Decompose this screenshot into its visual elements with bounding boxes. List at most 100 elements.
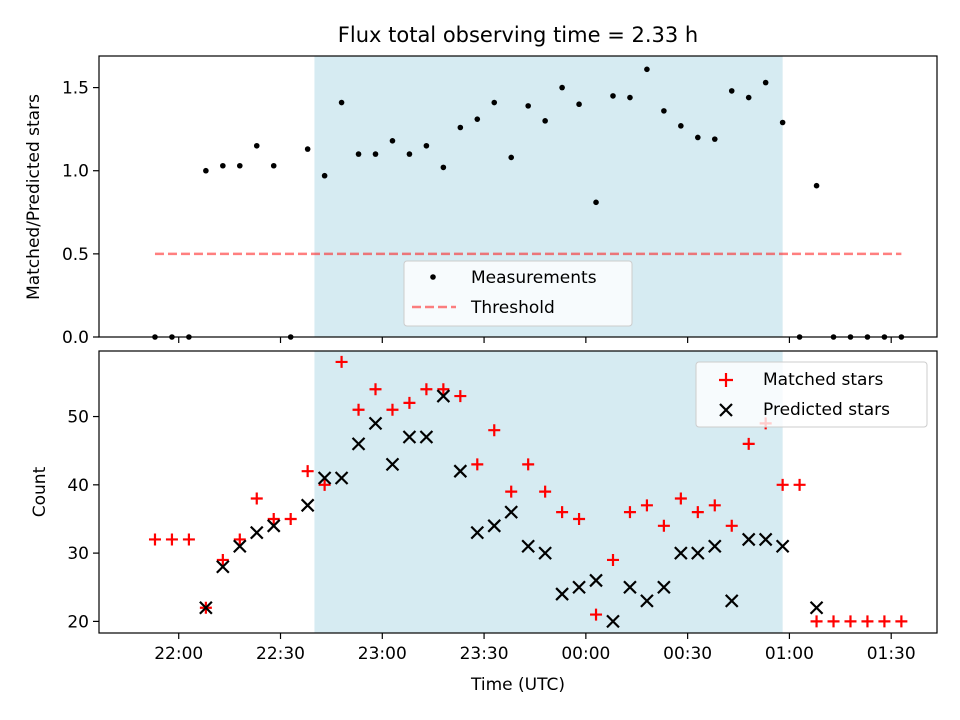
matched-star-point	[250, 492, 263, 505]
predicted-star-point	[368, 416, 383, 431]
measurement-point	[423, 142, 430, 149]
matched-star-point	[556, 506, 569, 519]
matched-star-point	[674, 492, 687, 505]
matched-star-point	[301, 465, 314, 478]
matched-star-point	[861, 615, 874, 628]
matched-star-point	[386, 403, 399, 416]
matched-star-point	[335, 355, 348, 368]
top-ytick-label: 1.0	[62, 162, 89, 182]
predicted-star-point	[657, 580, 671, 595]
matched-star-point	[708, 499, 721, 512]
measurement-point	[355, 151, 362, 157]
predicted-star-point	[674, 546, 688, 560]
matched-star-point	[284, 512, 297, 525]
bottom-legend: Matched stars Predicted stars	[695, 361, 928, 428]
top-legend-box	[403, 260, 633, 327]
predicted-star-point	[724, 594, 739, 608]
measurement-point	[813, 182, 820, 189]
matched-star-point	[590, 608, 603, 621]
measurement-point	[542, 118, 548, 124]
matched-star-point	[488, 424, 501, 437]
measurement-point	[304, 146, 311, 152]
bottom-panel: 20 30 40 50 22:00 22:30 23:00 23:30 00:00 00:30 0…	[30, 350, 938, 695]
measurement-point	[389, 137, 396, 144]
measurement-point	[762, 79, 769, 86]
matched-star-point	[454, 390, 467, 403]
matched-star-point	[810, 615, 823, 628]
bottom-legend-box	[695, 361, 928, 428]
measurement-point	[440, 164, 447, 171]
measurement-point	[220, 162, 226, 169]
predicted-star-point	[249, 525, 264, 540]
legend-threshold-label: Threshold	[470, 298, 555, 318]
measurement-point	[576, 101, 582, 108]
measurement-point	[593, 199, 599, 206]
matched-star-point	[318, 478, 331, 491]
measurement-point	[338, 99, 345, 106]
matched-star-point	[369, 383, 382, 396]
xtick-label: 23:00	[358, 644, 407, 664]
legend-predicted-marker	[719, 403, 733, 417]
matched-star-point	[895, 615, 908, 628]
predicted-star-point	[521, 539, 535, 554]
measurement-point	[695, 134, 701, 141]
measurement-point	[372, 151, 379, 157]
predicted-star-point	[504, 505, 518, 519]
measurement-point	[610, 93, 616, 99]
measurement-point	[728, 88, 735, 94]
predicted-star-point	[623, 580, 637, 595]
matched-star-point	[165, 533, 178, 546]
measurement-point	[508, 154, 515, 161]
xtick-label: 23:30	[460, 644, 509, 664]
top-y-axis-label: Matched/Predicted stars	[24, 94, 44, 300]
matched-star-point	[148, 533, 161, 546]
matched-star-point	[403, 396, 416, 409]
matched-star-point	[793, 478, 806, 491]
x-axis-label: Time (UTC)	[470, 675, 565, 695]
matched-star-point	[776, 478, 789, 491]
matched-star-point	[844, 615, 857, 628]
bottom-ytick-label: 20	[67, 612, 89, 632]
matched-star-point	[606, 553, 619, 566]
measurement-point	[745, 94, 752, 101]
matched-star-point	[827, 615, 840, 628]
matched-star-point	[182, 533, 195, 546]
matched-star-point	[471, 458, 484, 471]
xtick-label: 00:30	[663, 644, 712, 664]
measurement-point	[491, 99, 498, 106]
measurement-point	[678, 123, 684, 129]
predicted-star-point	[216, 559, 230, 574]
measurement-point	[525, 103, 531, 109]
bottom-y-axis-label: Count	[30, 466, 50, 517]
matched-star-point	[573, 512, 586, 525]
predicted-star-point	[809, 600, 824, 615]
predicted-star-point	[707, 539, 722, 554]
chart-title: Flux total observing time = 2.33 h	[338, 23, 698, 47]
matched-star-point	[539, 485, 552, 498]
predicted-star-point	[199, 600, 213, 615]
measurement-point	[457, 124, 464, 131]
predicted-star-point	[741, 532, 756, 547]
measurement-point	[661, 108, 667, 114]
measurement-point	[270, 162, 277, 169]
predicted-star-point	[640, 594, 654, 608]
measurement-point	[406, 151, 413, 157]
matched-star-point	[878, 615, 891, 628]
xtick-label: 01:30	[867, 644, 916, 664]
predicted-star-point	[691, 546, 705, 560]
predicted-star-point	[606, 614, 620, 629]
predicted-star-point	[436, 389, 451, 403]
measurement-point	[779, 119, 786, 126]
legend-matched-label: Matched stars	[763, 370, 883, 390]
measurement-point	[627, 94, 633, 101]
matched-star-point	[725, 519, 738, 532]
predicted-star-point	[453, 464, 468, 478]
top-legend: Measurements Threshold	[403, 260, 633, 327]
bottom-ytick-label: 40	[67, 476, 89, 496]
matched-star-point	[623, 506, 636, 519]
predicted-star-point	[775, 539, 790, 554]
measurement-point	[321, 172, 328, 179]
predicted-star-point	[300, 498, 315, 513]
xtick-label: 22:30	[256, 644, 305, 664]
